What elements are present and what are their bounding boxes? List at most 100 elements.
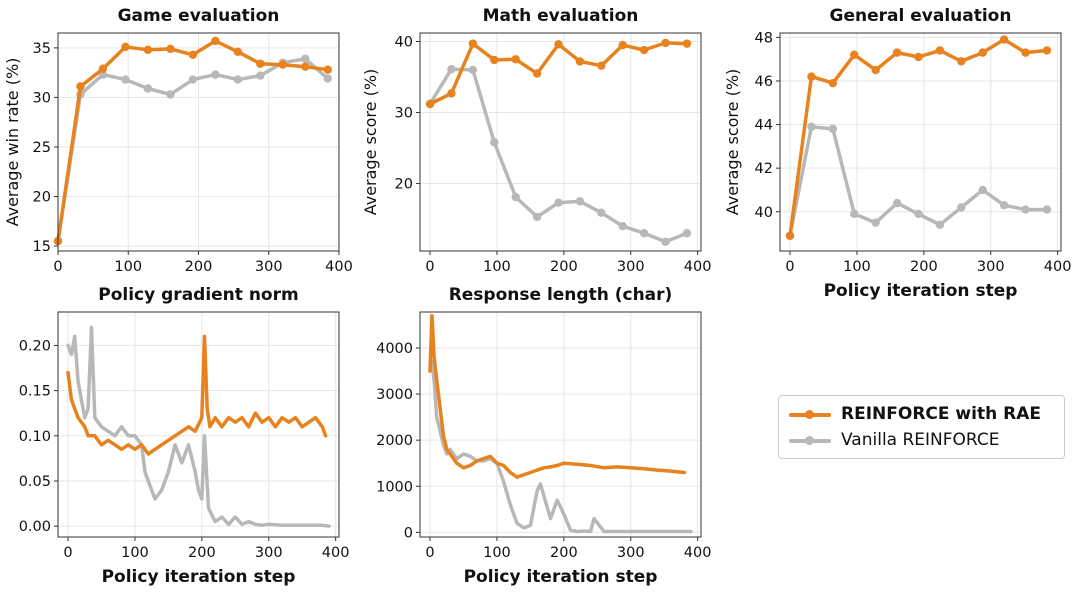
chart-game-evaluation-point-vanilla: [256, 71, 265, 80]
chart-math-evaluation-point-vanilla: [511, 192, 520, 202]
chart-game-evaluation-point-rae: [323, 65, 332, 74]
legend: REINFORCE with RAE Vanilla REINFORCE: [778, 395, 1065, 459]
chart-game-evaluation-point-vanilla: [166, 90, 175, 99]
chart-game-evaluation-point-rae: [143, 45, 153, 55]
chart-math-evaluation-point-vanilla: [618, 221, 627, 231]
chart-math-evaluation-point-rae: [425, 99, 435, 109]
chart-game-evaluation-point-rae: [76, 82, 85, 91]
chart-general-evaluation-xlabel: Policy iteration step: [824, 281, 1018, 301]
legend-item-vanilla: Vanilla REINFORCE: [779, 428, 1064, 454]
legend-item-rae: REINFORCE with RAE: [779, 402, 1064, 428]
chart-math-evaluation-point-vanilla: [447, 65, 456, 74]
chart-math-evaluation-xtick-label: 0: [425, 259, 434, 275]
chart-general-evaluation-point-vanilla: [1042, 205, 1052, 214]
chart-policy-gradient-norm-frame: [57, 311, 340, 538]
chart-math-evaluation-point-vanilla: [554, 198, 563, 207]
chart-game-evaluation-ylabel: Average win rate (%): [3, 58, 22, 227]
chart-math-evaluation-point-rae: [554, 40, 563, 49]
chart-game-evaluation-point-vanilla: [301, 54, 310, 63]
chart-math-evaluation-xtick-label: 200: [550, 259, 578, 275]
chart-math-evaluation-point-rae: [511, 55, 520, 64]
chart-response-length-char-xtick-label: 0: [425, 545, 434, 561]
chart-math-evaluation-point-rae: [597, 61, 606, 70]
chart-general-evaluation-point-vanilla: [807, 122, 816, 131]
chart-general-evaluation-ytick-label: 46: [755, 74, 773, 90]
chart-math-evaluation-ytick-label: 30: [395, 106, 413, 122]
chart-general-evaluation-point-rae: [978, 48, 987, 57]
chart-policy-gradient-norm-ytick-label: 0.15: [19, 384, 51, 400]
chart-math-evaluation-point-rae: [618, 40, 627, 50]
chart-math-evaluation-point-vanilla: [682, 229, 692, 238]
chart-response-length-char-frame: [419, 311, 702, 538]
chart-math-evaluation-title: Math evaluation: [483, 6, 639, 26]
chart-general-evaluation-point-rae: [935, 46, 945, 55]
chart-math-evaluation-point-rae: [532, 69, 542, 78]
chart-general-evaluation-point-rae: [1021, 48, 1030, 57]
chart-response-length-char-title: Response length (char): [449, 285, 673, 305]
chart-math-evaluation-point-rae: [447, 89, 456, 98]
chart-general-evaluation-point-vanilla: [978, 185, 987, 195]
chart-math-evaluation-point-vanilla: [661, 237, 670, 246]
chart-response-length-char-plot-area: [420, 312, 701, 537]
chart-general-evaluation-xtick-label: 200: [910, 259, 938, 275]
chart-game-evaluation-ytick-label: 25: [33, 140, 51, 156]
chart-policy-gradient-norm: 0 100 200 300 400 0.00 0.05 0.10 0.15 0.20 Policy …: [19, 285, 350, 587]
chart-game-evaluation-point-rae: [188, 50, 198, 59]
chart-policy-gradient-norm-xtick-label: 400: [322, 545, 350, 561]
chart-math-evaluation-ytick-label: 40: [395, 35, 413, 51]
chart-general-evaluation-point-vanilla: [850, 209, 859, 219]
chart-general-evaluation-point-rae: [850, 50, 859, 59]
chart-response-length-char-ytick-label: 0: [404, 525, 413, 541]
chart-general-evaluation-point-rae: [807, 72, 816, 81]
chart-math-evaluation-xtick-label: 100: [483, 259, 511, 275]
chart-math-evaluation-point-rae: [639, 45, 649, 55]
chart-response-length-char-line-rae: [428, 313, 687, 479]
chart-general-evaluation-plot-area: [780, 33, 1061, 251]
chart-math-evaluation-ytick-label: 20: [395, 177, 413, 193]
chart-general-evaluation-ytick-label: 42: [755, 161, 773, 177]
chart-response-length-char-line-vanilla: [428, 360, 693, 534]
chart-response-length-char-xlabel: Policy iteration step: [464, 567, 658, 587]
chart-response-length-char-xtick-label: 100: [483, 545, 511, 561]
chart-general-evaluation-point-rae: [1042, 46, 1052, 55]
chart-math-evaluation-ylabel: Average score (%): [361, 69, 380, 216]
chart-game-evaluation-point-vanilla: [323, 74, 332, 83]
chart-game-evaluation-ytick-label: 30: [33, 90, 51, 106]
chart-general-evaluation-point-rae: [999, 35, 1009, 44]
chart-game-evaluation-point-rae: [301, 62, 310, 71]
chart-game-evaluation-ytick-label: 35: [33, 41, 51, 57]
chart-general-evaluation-point-vanilla: [892, 198, 902, 208]
chart-policy-gradient-norm-ytick-label: 0.05: [19, 474, 51, 490]
chart-game-evaluation-point-rae: [256, 59, 265, 68]
chart-general-evaluation-point-rae: [871, 65, 880, 75]
chart-general-evaluation-xtick-label: 0: [785, 259, 794, 275]
chart-policy-gradient-norm-line-rae: [66, 334, 328, 456]
chart-policy-gradient-norm-xlabel: Policy iteration step: [102, 567, 296, 587]
chart-game-evaluation-xtick-label: 100: [114, 259, 142, 275]
chart-game-evaluation-xtick-label: 200: [185, 259, 213, 275]
chart-game-evaluation-point-rae: [211, 36, 220, 46]
chart-game-evaluation-point-vanilla: [211, 70, 220, 79]
chart-policy-gradient-norm-line-vanilla: [66, 325, 331, 528]
chart-math-evaluation-point-rae: [661, 38, 670, 48]
chart-response-length-char-ytick-label: 1000: [376, 479, 413, 495]
chart-game-evaluation-point-rae: [166, 44, 175, 54]
chart-general-evaluation-point-vanilla: [914, 209, 923, 219]
chart-game-evaluation-point-vanilla: [121, 75, 130, 84]
chart-math-evaluation-point-vanilla: [468, 65, 478, 75]
chart-game-evaluation-ytick-label: 15: [33, 239, 51, 255]
chart-math-evaluation-point-vanilla: [532, 212, 542, 222]
chart-general-evaluation-xtick-label: 100: [843, 259, 871, 275]
chart-math-evaluation-point-rae: [468, 39, 478, 48]
chart-game-evaluation-point-vanilla: [233, 75, 243, 84]
chart-policy-gradient-norm-xtick-label: 100: [121, 545, 149, 561]
chart-math-evaluation-point-vanilla: [639, 229, 649, 238]
chart-policy-gradient-norm-xtick-label: 200: [188, 545, 216, 561]
chart-general-evaluation-ytick-label: 40: [755, 205, 773, 221]
chart-general-evaluation-xtick-label: 400: [1044, 259, 1072, 275]
legend-marker-vanilla: [805, 436, 814, 445]
chart-math-evaluation-xtick-label: 300: [617, 259, 645, 275]
chart-policy-gradient-norm-xtick-label: 300: [255, 545, 283, 561]
